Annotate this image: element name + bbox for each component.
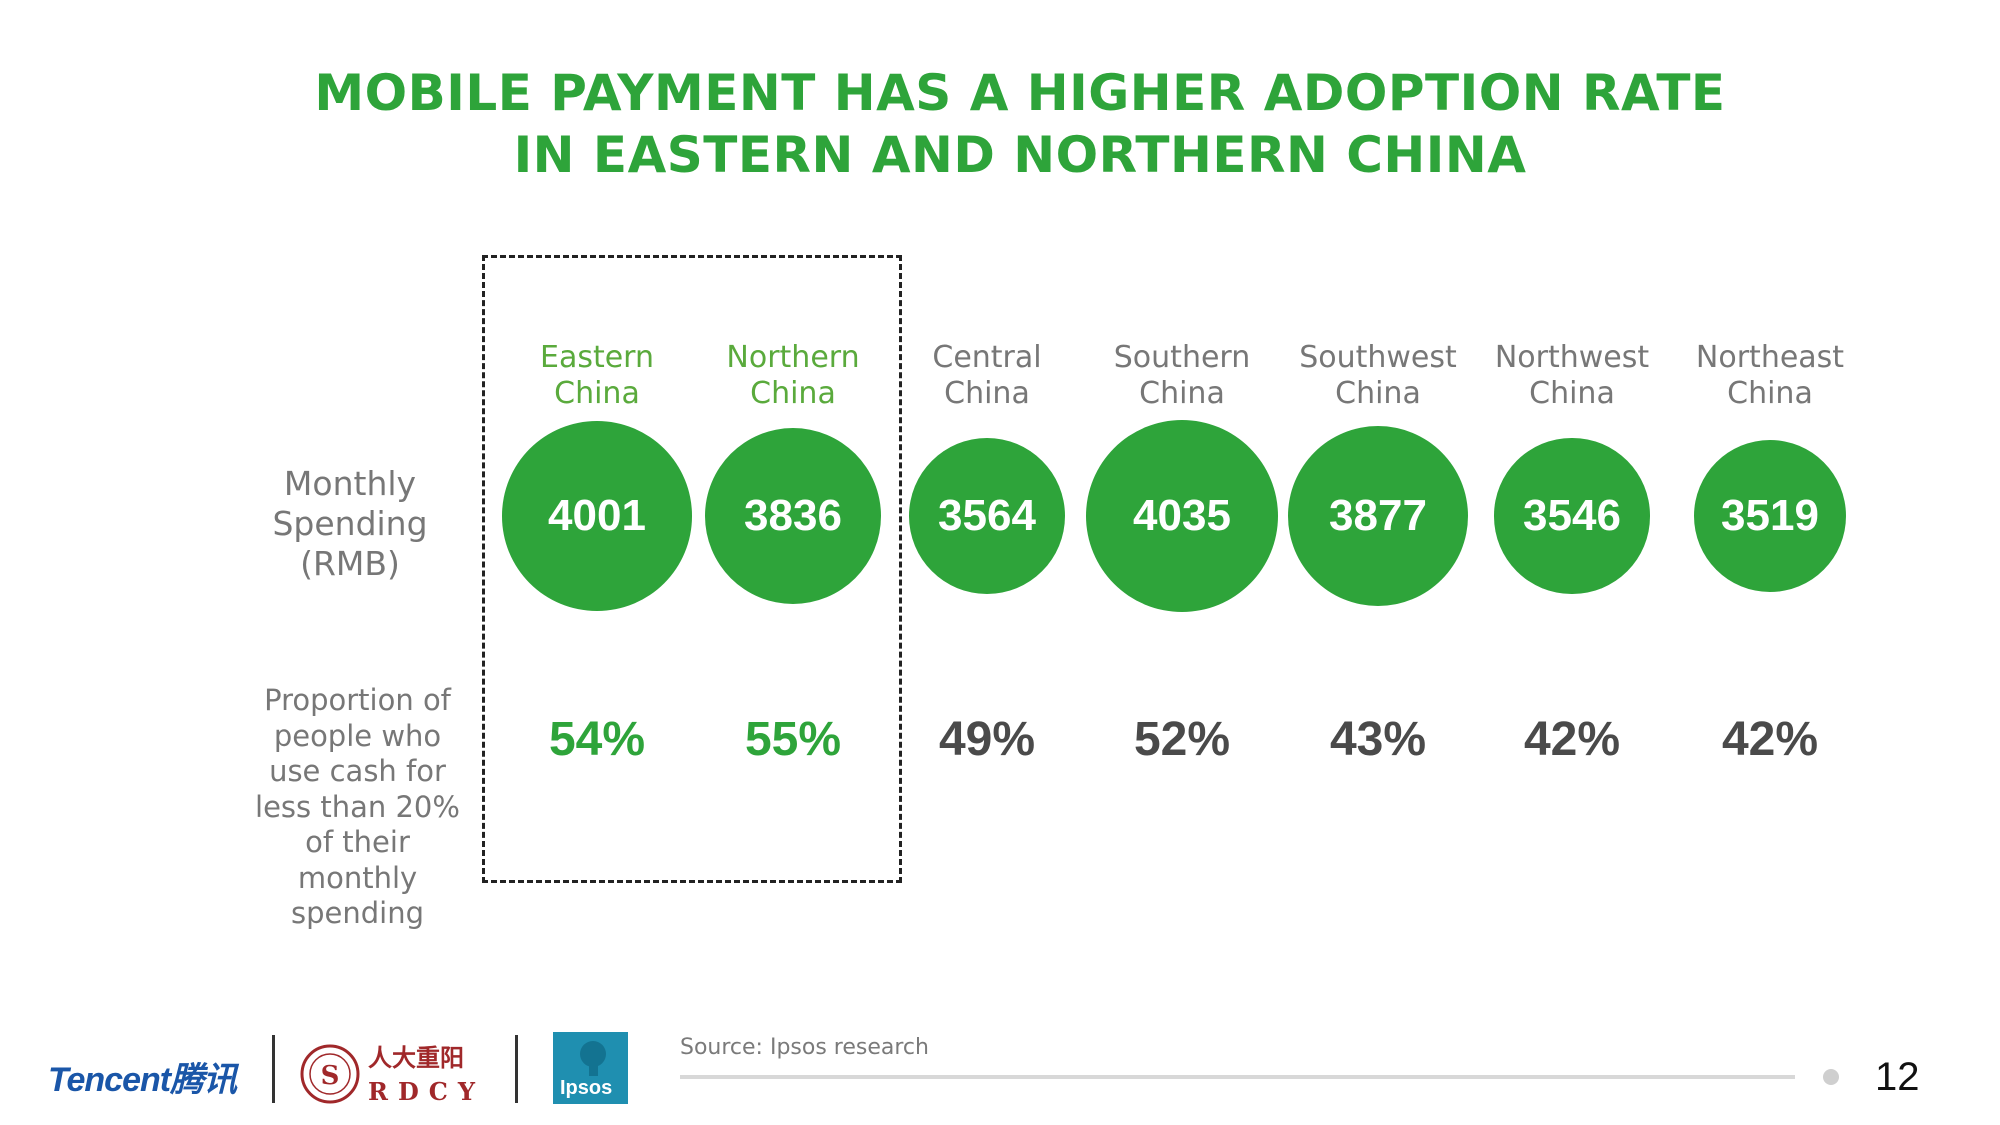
region-label: Eastern China [497,340,697,412]
row1-label-line: Spending [272,504,428,543]
region-label: Southern China [1082,340,1282,412]
cash-proportion-value: 49% [938,713,1036,766]
row2-label-line: people who [273,718,442,753]
cash-proportion-value: 54% [548,713,646,766]
region-label-line: Northwest [1494,340,1650,375]
region-label-line: China [1335,376,1421,411]
region-label: Northeast China [1670,340,1870,412]
slide-title: MOBILE PAYMENT HAS A HIGHER ADOPTION RAT… [0,62,2000,186]
cash-proportion-value: 43% [1329,713,1427,766]
region-label: Northwest China [1472,340,1672,412]
spending-bubble: 3546 [1494,438,1650,594]
title-line-2: IN EASTERN AND NORTHERN CHINA [513,126,1527,184]
row2-label-line: Proportion of [264,683,451,717]
region-label-line: China [1139,376,1225,411]
spending-bubble: 3836 [704,427,882,605]
region-label-line: Central [932,340,1042,375]
rdcy-logo: S 人大重阳 RDCY [300,1043,485,1106]
logo-divider [272,1035,275,1103]
svg-text:S: S [321,1061,340,1091]
region-label-line: Northern [726,340,860,375]
ipsos-text: Ipsos [560,1077,612,1099]
region-label-line: China [1727,376,1813,411]
row2-label-line: less than 20% [255,789,460,824]
title-line-1: MOBILE PAYMENT HAS A HIGHER ADOPTION RAT… [314,64,1726,122]
region-label-line: China [1529,376,1615,411]
footer-rule [680,1075,1795,1079]
ipsos-mark-icon: Ipsos [553,1032,628,1104]
page-number: 12 [1875,1055,1920,1099]
highlight-box [482,255,902,883]
row1-label-line: Monthly [283,464,417,503]
ipsos-logo: Ipsos [553,1032,628,1104]
region-label-line: China [944,376,1030,411]
region-label-line: China [554,376,640,411]
spending-bubble: 3877 [1287,425,1469,607]
region-label: Central China [887,340,1087,412]
row1-label-line: (RMB) [300,544,400,583]
monthly-spending-label: Monthly Spending (RMB) [250,464,450,584]
row2-label-line: use cash for [269,754,446,788]
footer-dot [1823,1069,1839,1085]
cash-proportion-value: 55% [744,713,842,766]
rdcy-cn-text: 人大重阳 [368,1043,464,1072]
cash-proportion-value: 42% [1523,713,1621,766]
spending-bubble: 4001 [502,421,692,611]
cash-proportion-value: 52% [1133,713,1231,766]
region-label-line: Northeast [1695,340,1845,375]
cash-proportion-value: 42% [1721,713,1819,766]
spending-bubble: 3564 [908,437,1066,595]
region-label-line: Southwest [1299,340,1457,375]
region-label-line: China [750,376,836,411]
spending-bubble: 4035 [1086,420,1278,612]
region-label: Northern China [693,340,893,412]
row2-label-line: monthly [297,860,418,895]
region-label: Southwest China [1278,340,1478,412]
rdcy-en-text: RDCY [368,1077,485,1106]
region-label-line: Southern [1113,340,1251,375]
spending-bubble: 3519 [1693,439,1847,593]
source-note: Source: Ipsos research [680,1035,929,1060]
row2-label-line: of their [305,825,410,859]
logo-divider [515,1035,518,1103]
cash-proportion-label: Proportion of people who use cash for le… [245,683,470,932]
region-label-line: Eastern [539,340,654,375]
row2-label-line: spending [291,896,424,930]
tencent-logo: Tencent腾讯 [48,1061,237,1099]
